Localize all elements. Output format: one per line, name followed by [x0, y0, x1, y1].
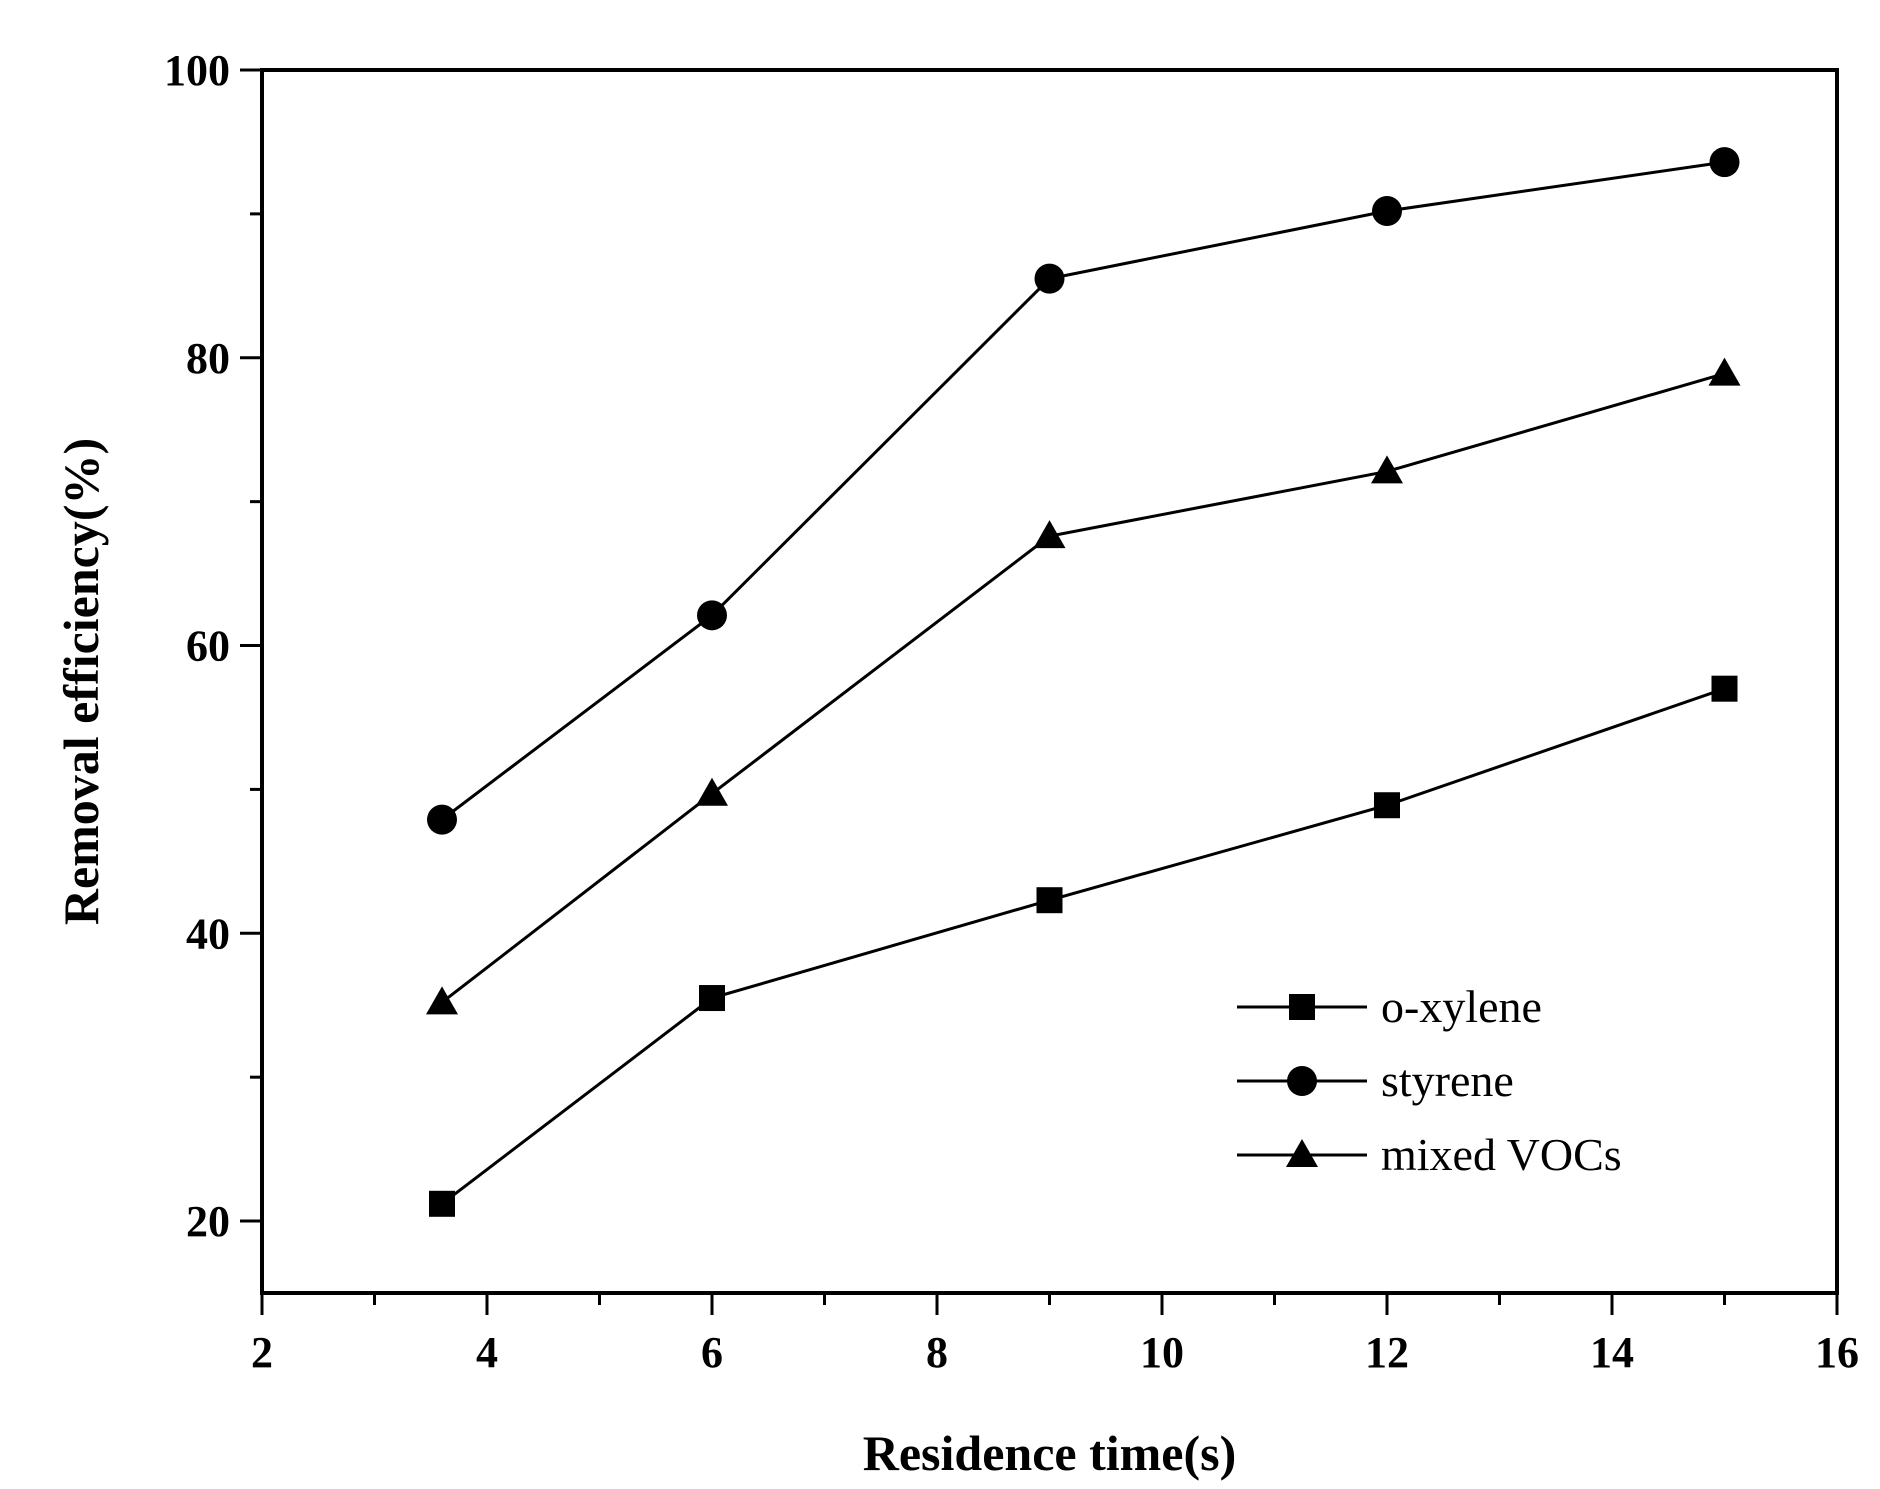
- x-tick-label-2: 2: [251, 1328, 273, 1377]
- series-group: [426, 147, 1741, 1217]
- x-tick-label-10: 10: [1140, 1328, 1184, 1377]
- data-point-styrene-1: [697, 600, 727, 631]
- data-point-mixed-vocs-3: [1371, 455, 1403, 484]
- data-point-styrene-0: [427, 804, 457, 835]
- plot-frame: [260, 68, 1839, 1295]
- series-line-styrene: [441, 160, 1725, 821]
- y-axis-title: Removal efficiency(%): [53, 438, 109, 925]
- data-point-styrene-2: [1034, 263, 1065, 294]
- y-axis-ticks: 20 40 60 80 100: [164, 46, 262, 1246]
- series-styrene: [427, 147, 1740, 835]
- data-point-o-xylene-0: [429, 1190, 455, 1217]
- legend: o-xylene styrene mixed VOCs: [1237, 981, 1622, 1180]
- data-point-o-xylene-1: [699, 985, 725, 1012]
- plot-axes: [260, 68, 1839, 1295]
- data-point-mixed-vocs-1: [696, 777, 728, 806]
- series-line-mixed-vocs: [441, 372, 1725, 1004]
- x-tick-label-6: 6: [701, 1328, 723, 1377]
- data-point-o-xylene-3: [1374, 792, 1400, 819]
- data-point-styrene-3: [1372, 196, 1402, 227]
- data-point-mixed-vocs-2: [1033, 520, 1066, 549]
- y-tick-label-80: 80: [186, 334, 230, 383]
- data-point-mixed-vocs-0: [426, 986, 458, 1015]
- legend-label-o-xylene: o-xylene: [1381, 981, 1542, 1032]
- x-tick-label-8: 8: [926, 1328, 948, 1377]
- y-tick-label-60: 60: [186, 622, 230, 671]
- legend-item-mixed-vocs: mixed VOCs: [1237, 1129, 1622, 1180]
- x-tick-label-14: 14: [1590, 1328, 1634, 1377]
- data-point-o-xylene-4: [1711, 675, 1738, 702]
- data-point-styrene-4: [1709, 147, 1740, 178]
- x-tick-label-16: 16: [1815, 1328, 1859, 1377]
- legend-marker-square: [1289, 994, 1315, 1020]
- legend-item-styrene: styrene: [1237, 1055, 1514, 1106]
- legend-label-styrene: styrene: [1381, 1055, 1514, 1106]
- y-tick-label-40: 40: [186, 909, 230, 958]
- series-o-xylene: [429, 675, 1738, 1217]
- series-line-o-xylene: [441, 687, 1725, 1205]
- legend-marker-triangle: [1286, 1139, 1318, 1167]
- x-axis-ticks: 2 4 6 8 10 12 14 16: [251, 1293, 1859, 1377]
- y-tick-label-20: 20: [186, 1197, 230, 1246]
- data-point-o-xylene-2: [1036, 887, 1063, 914]
- legend-item-o-xylene: o-xylene: [1237, 981, 1542, 1032]
- series-mixed-vocs: [426, 357, 1741, 1015]
- legend-marker-circle: [1287, 1066, 1317, 1096]
- x-tick-label-4: 4: [476, 1328, 498, 1377]
- x-tick-label-12: 12: [1365, 1328, 1409, 1377]
- data-point-mixed-vocs-4: [1708, 357, 1741, 386]
- y-tick-label-100: 100: [164, 46, 230, 95]
- x-axis-title: Residence time(s): [863, 1425, 1237, 1481]
- legend-label-mixed-vocs: mixed VOCs: [1381, 1129, 1622, 1180]
